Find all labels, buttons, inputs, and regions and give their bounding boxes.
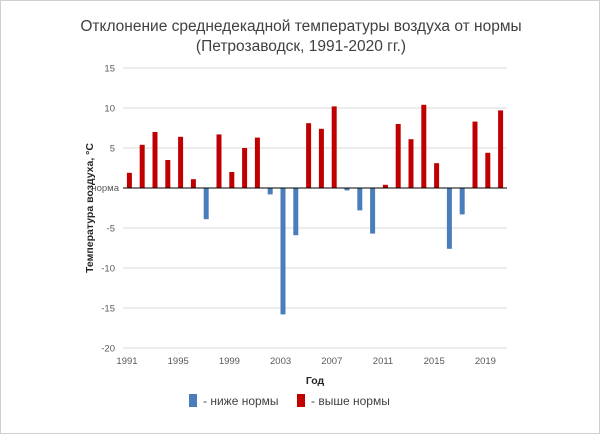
bar-above-norm xyxy=(434,163,440,188)
legend-swatch-above xyxy=(297,394,305,407)
y-tick-label: -20 xyxy=(101,344,115,355)
bar-above-norm xyxy=(229,172,235,188)
bar-above-norm xyxy=(306,123,312,188)
y-tick-label: 10 xyxy=(104,104,115,115)
bar-above-norm xyxy=(395,124,401,188)
bar-above-norm xyxy=(382,184,388,188)
legend-swatch-below xyxy=(189,394,197,407)
bar-below-norm xyxy=(344,188,350,191)
x-tick-label: 2007 xyxy=(321,356,342,367)
bar-above-norm xyxy=(331,106,337,188)
y-tick-label: 5 xyxy=(110,144,115,155)
x-tick-label: 1991 xyxy=(116,356,137,367)
bar-above-norm xyxy=(421,104,427,188)
bar-above-norm xyxy=(498,110,504,188)
bar-below-norm xyxy=(370,188,376,234)
x-axis-title: Год xyxy=(306,375,325,387)
bar-below-norm xyxy=(446,188,452,249)
bar-below-norm xyxy=(459,188,465,215)
bar-above-norm xyxy=(190,179,196,188)
x-tick-label: 2011 xyxy=(373,356,393,367)
grid-lines xyxy=(123,67,507,349)
bar-below-norm xyxy=(280,188,286,315)
legend: - ниже нормы - выше нормы xyxy=(189,394,390,408)
bar-below-norm xyxy=(267,188,273,195)
bar-above-norm xyxy=(254,137,260,188)
bar-above-norm xyxy=(152,132,158,188)
y-tick-label: -5 xyxy=(107,224,115,235)
bar-above-norm xyxy=(242,148,248,188)
legend-label-above: - выше нормы xyxy=(311,394,390,408)
bar-above-norm xyxy=(139,144,145,188)
y-tick-label-norm: норма xyxy=(91,183,119,194)
axes: 15 10 5 -5 -10 -15 -20 норма 1991 1995 1999 2003 200… xyxy=(91,64,507,367)
y-tick-label: -15 xyxy=(101,304,115,315)
bars xyxy=(126,104,504,315)
bar-above-norm xyxy=(408,139,414,188)
y-tick-label: -10 xyxy=(101,264,115,275)
y-tick-label: 15 xyxy=(104,64,115,75)
x-tick-label: 2003 xyxy=(270,356,291,367)
bar-above-norm xyxy=(216,134,222,188)
bar-above-norm xyxy=(485,152,491,188)
x-tick-label: 1999 xyxy=(219,356,240,367)
chart-subtitle: (Петрозаводск, 1991-2020 гг.) xyxy=(196,38,406,55)
bar-above-norm xyxy=(318,128,324,188)
bar-above-norm xyxy=(126,172,132,188)
y-axis-title: Температура воздуха, °С xyxy=(84,143,96,273)
bar-below-norm xyxy=(203,188,209,220)
x-tick-label: 1995 xyxy=(168,356,189,367)
x-tick-label: 2019 xyxy=(475,356,496,367)
bar-below-norm xyxy=(293,188,299,236)
legend-label-below: - ниже нормы xyxy=(203,394,279,408)
bar-above-norm xyxy=(472,121,478,188)
chart-title: Отклонение среднедекадной температуры во… xyxy=(80,18,521,35)
x-tick-label: 2015 xyxy=(424,356,445,367)
bar-above-norm xyxy=(165,160,171,188)
bar-above-norm xyxy=(178,136,184,188)
bar-below-norm xyxy=(357,188,363,211)
